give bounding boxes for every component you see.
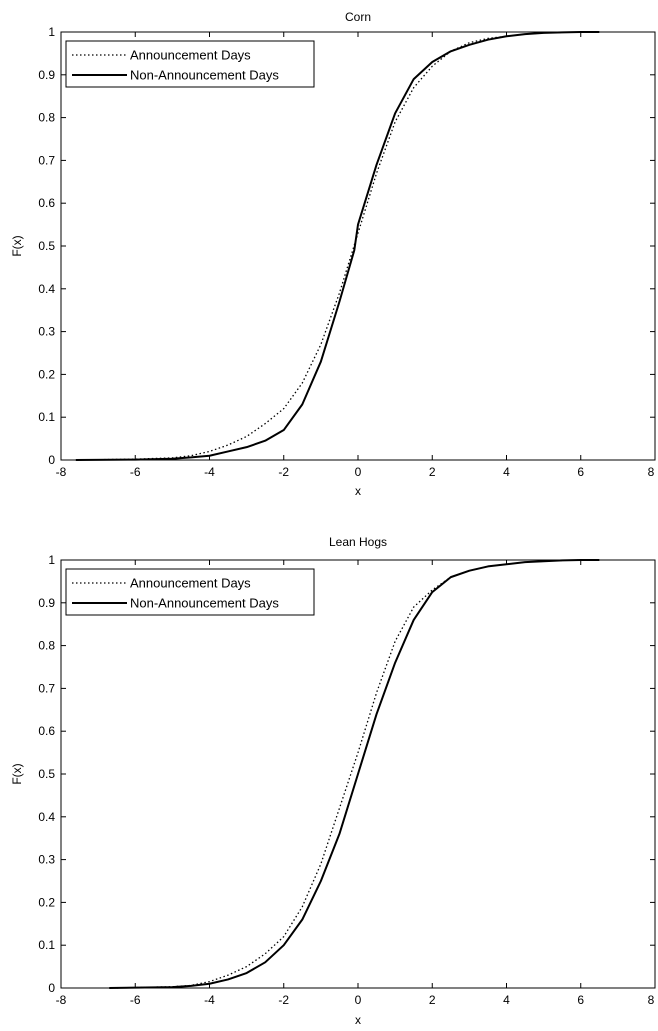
series-line-non-announcement-days (109, 559, 600, 989)
x-tick-label: 0 (355, 993, 362, 1007)
x-tick-label: -4 (204, 465, 215, 479)
chart-title: Corn (345, 10, 371, 24)
y-tick-label: 0.9 (38, 68, 55, 82)
series-layer (75, 31, 600, 461)
y-tick-label: 0.6 (38, 724, 55, 738)
legend-label-non-announcement: Non-Announcement Days (130, 596, 279, 611)
y-tick-label: 0.1 (38, 938, 55, 952)
y-tick-label: 1 (48, 553, 55, 567)
y-tick-labels: 0 0.1 0.2 0.3 0.4 0.5 0.6 0.7 0.8 0.9 1 (38, 553, 55, 995)
x-tick-label: -8 (56, 993, 67, 1007)
y-tick-label: 0 (48, 981, 55, 995)
x-tick-label: 8 (648, 465, 655, 479)
y-tick-label: 0.5 (38, 767, 55, 781)
legend-box (65, 568, 315, 616)
y-tick-label: 0.5 (38, 239, 55, 253)
y-axis-label: F(x) (10, 763, 24, 784)
y-tick-label: 0.2 (38, 895, 55, 909)
panel-lean-hogs: Lean Hogs 0 0.1 0.2 0.3 0.4 0.5 0.6 0.7 … (10, 535, 656, 1027)
x-tick-labels: -8 -6 -4 -2 0 2 4 6 8 (56, 465, 655, 479)
y-tick-label: 0.4 (38, 810, 55, 824)
panel-corn: Corn 0 0.1 0.2 0.3 0.4 0.5 0.6 0.7 0.8 0… (10, 10, 656, 498)
legend: Announcement Days Non-Announcement Days (65, 40, 315, 88)
legend-label-announcement: Announcement Days (130, 576, 251, 591)
y-tick-label: 0.1 (38, 410, 55, 424)
series-line-announcement-days (75, 31, 585, 461)
x-tick-label: -6 (130, 465, 141, 479)
y-tick-label: 0.8 (38, 111, 55, 125)
x-tick-label: 0 (355, 465, 362, 479)
y-tick-label: 0.6 (38, 196, 55, 210)
x-tick-label: 6 (577, 993, 584, 1007)
x-tick-label: -2 (278, 993, 289, 1007)
chart-title: Lean Hogs (329, 535, 387, 549)
y-tick-label: 0.9 (38, 596, 55, 610)
x-tick-label: 4 (503, 465, 510, 479)
y-tick-label: 1 (48, 25, 55, 39)
x-axis-label: x (355, 484, 361, 498)
x-tick-label: 4 (503, 993, 510, 1007)
x-tick-label: 8 (648, 993, 655, 1007)
x-tick-label: -8 (56, 465, 67, 479)
y-tick-label: 0.8 (38, 639, 55, 653)
series-line-non-announcement-days (75, 31, 600, 461)
series-layer (109, 559, 600, 989)
legend: Announcement Days Non-Announcement Days (65, 568, 315, 616)
y-tick-labels: 0 0.1 0.2 0.3 0.4 0.5 0.6 0.7 0.8 0.9 1 (38, 25, 55, 467)
x-tick-label: -6 (130, 993, 141, 1007)
x-tick-label: 6 (577, 465, 584, 479)
x-tick-label: 2 (429, 993, 436, 1007)
y-tick-label: 0.3 (38, 325, 55, 339)
x-tick-label: 2 (429, 465, 436, 479)
plot-frame (60, 31, 656, 461)
x-tick-label: -2 (278, 465, 289, 479)
legend-box (65, 40, 315, 88)
y-tick-label: 0.7 (38, 153, 55, 167)
y-tick-label: 0.7 (38, 681, 55, 695)
y-axis-label: F(x) (10, 235, 24, 256)
x-tick-labels: -8 -6 -4 -2 0 2 4 6 8 (56, 993, 655, 1007)
x-axis-label: x (355, 1013, 361, 1027)
y-tick-label: 0.4 (38, 282, 55, 296)
axis-ticks (60, 559, 656, 989)
x-tick-label: -4 (204, 993, 215, 1007)
y-tick-label: 0 (48, 453, 55, 467)
y-tick-label: 0.2 (38, 367, 55, 381)
legend-label-announcement: Announcement Days (130, 48, 251, 63)
y-tick-label: 0.3 (38, 853, 55, 867)
legend-label-non-announcement: Non-Announcement Days (130, 68, 279, 83)
